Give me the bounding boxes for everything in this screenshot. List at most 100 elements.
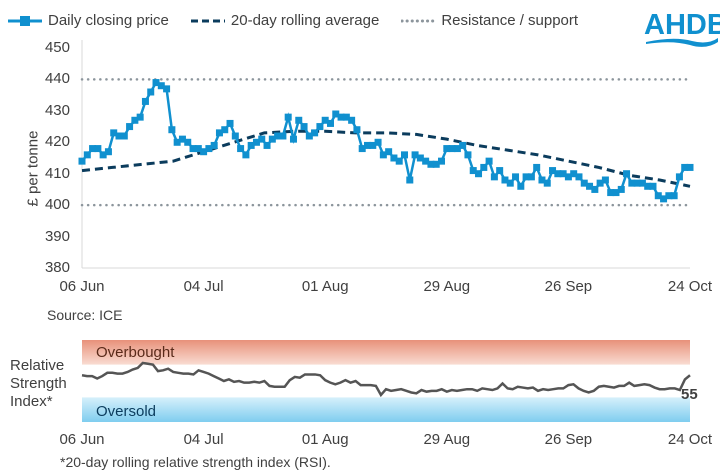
price-point [247, 141, 255, 149]
price-point [147, 88, 155, 96]
price-point [422, 157, 430, 165]
x-tick-label: 24 Oct [667, 278, 713, 295]
price-point [612, 189, 620, 197]
price-point [363, 141, 371, 149]
price-point [401, 151, 409, 159]
price-point [538, 176, 546, 184]
price-point [480, 163, 488, 171]
price-point [295, 116, 303, 124]
price-point [570, 170, 578, 178]
price-point [385, 148, 393, 156]
price-point [242, 151, 250, 159]
price-point [194, 145, 202, 153]
price-point [432, 160, 440, 168]
price-point [237, 145, 245, 153]
price-point [289, 135, 297, 143]
legend-item-avg: 20-day rolling average [190, 12, 380, 29]
price-point [575, 173, 583, 181]
price-point [210, 141, 218, 149]
oversold-band [82, 397, 690, 422]
price-point [141, 97, 149, 105]
price-point [89, 145, 97, 153]
price-point [496, 167, 504, 175]
price-point [665, 192, 673, 200]
price-point [178, 135, 186, 143]
legend-label: Daily closing price [48, 12, 169, 29]
price-point [554, 170, 562, 178]
price-point [353, 126, 361, 134]
price-point [226, 119, 234, 127]
price-point [274, 132, 282, 140]
price-point [78, 157, 86, 165]
y-tick-label: 430 [44, 101, 70, 119]
price-point [633, 179, 641, 187]
price-point [300, 123, 308, 131]
y-tick-label: 440 [44, 70, 70, 88]
price-point [189, 145, 197, 153]
price-point [411, 151, 419, 159]
price-point [326, 119, 334, 127]
x-tick-label: 29 Aug [423, 278, 471, 295]
price-point [427, 160, 435, 168]
price-point [522, 173, 530, 181]
dotted-line-icon [401, 19, 436, 22]
rolling-average-line [81, 129, 691, 188]
price-point [654, 192, 662, 200]
price-chart [78, 40, 694, 269]
oversold-label: Oversold [96, 403, 157, 420]
price-point [358, 145, 366, 153]
price-point [332, 110, 340, 118]
price-point [200, 148, 208, 156]
price-point [83, 151, 91, 159]
price-point [638, 179, 646, 187]
legend-label: 20-day rolling average [230, 12, 380, 29]
price-point [443, 145, 451, 153]
price-point [173, 138, 181, 146]
y-tick-label: 380 [44, 259, 70, 276]
x-tick-label: 04 Jul [183, 278, 224, 295]
price-point [390, 154, 398, 162]
price-point [94, 145, 102, 153]
price-point [379, 151, 387, 159]
price-point [644, 182, 652, 190]
price-point [475, 170, 483, 178]
price-point [416, 154, 424, 162]
price-point [337, 113, 345, 121]
price-point [686, 163, 694, 171]
price-point [104, 148, 112, 156]
legend-label: Resistance / support [441, 12, 579, 29]
price-point [152, 79, 160, 87]
price-point [607, 189, 615, 197]
price-point [660, 195, 668, 203]
price-point [205, 145, 213, 153]
price-point [99, 151, 107, 159]
x-tick-label: 24 Oct [667, 431, 713, 448]
price-point [136, 113, 144, 121]
x-tick-label: 01 Aug [301, 278, 349, 295]
price-point [321, 116, 329, 124]
price-point [342, 113, 350, 121]
price-point [316, 123, 324, 131]
price-point [623, 170, 631, 178]
price-point [406, 176, 414, 184]
price-point [163, 85, 171, 93]
price-point [459, 141, 467, 149]
price-point [157, 82, 165, 90]
price-point [543, 179, 551, 187]
price-point [438, 157, 446, 165]
price-point [506, 179, 514, 187]
price-point [268, 135, 276, 143]
price-point [485, 157, 493, 165]
price-point [221, 126, 229, 134]
y-tick-label: 400 [44, 196, 70, 214]
price-point [564, 173, 572, 181]
rsi-axis-label: Relative Strength Index* [10, 357, 67, 410]
price-point [591, 185, 599, 193]
rsi-chart [81, 340, 691, 422]
price-point [258, 135, 266, 143]
price-point [110, 129, 118, 137]
price-point [348, 116, 356, 124]
price-point [533, 163, 541, 171]
price-point [681, 163, 689, 171]
price-point [453, 145, 461, 153]
